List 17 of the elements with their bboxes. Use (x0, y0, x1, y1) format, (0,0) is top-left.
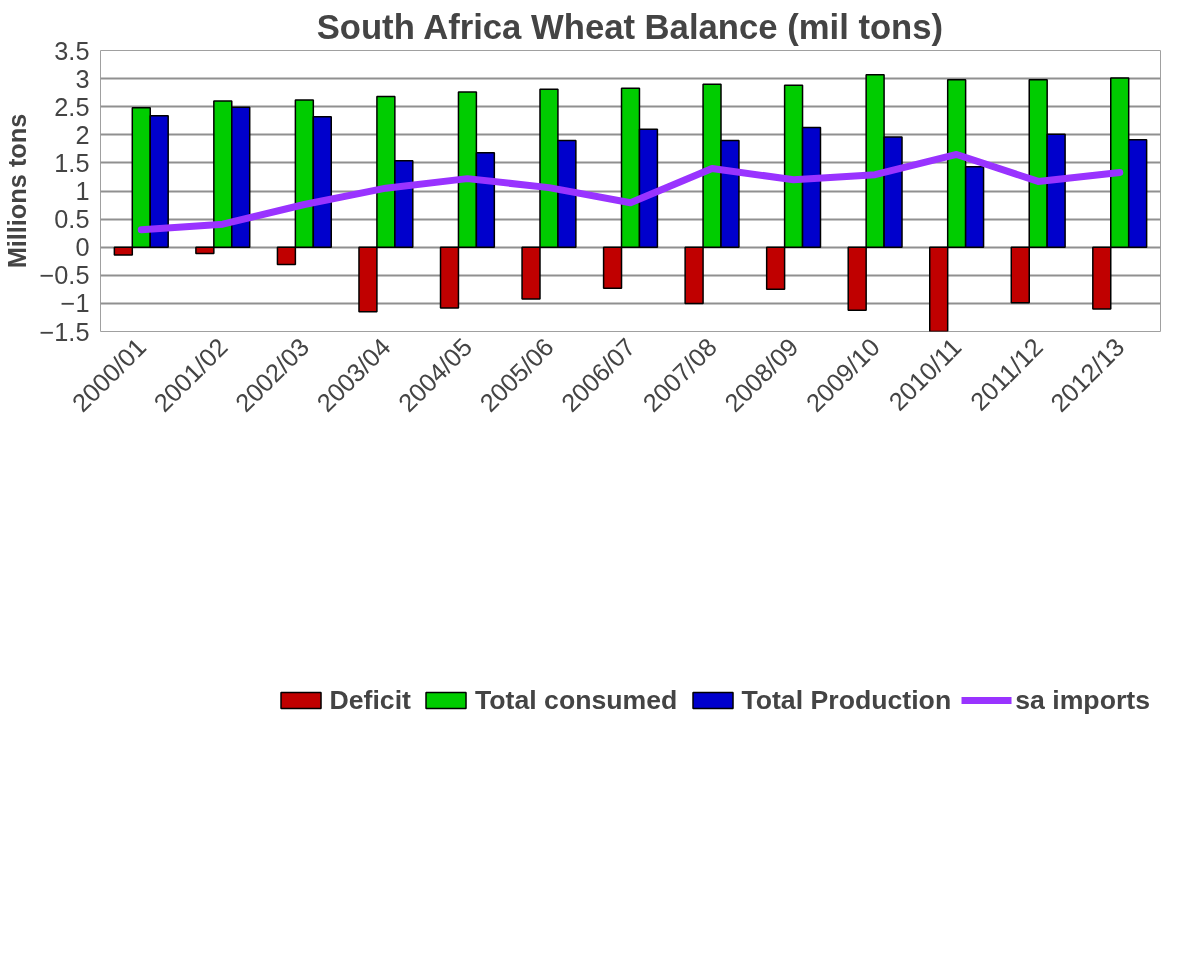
y-tick-label: −1.5 (39, 317, 90, 346)
legend-label: Total Production (741, 684, 952, 716)
legend-label: Deficit (329, 684, 411, 716)
y-tick-label: 2.5 (54, 92, 90, 121)
legend-label: sa imports (1015, 684, 1150, 716)
chart-title: South Africa Wheat Balance (mil tons) (316, 7, 944, 46)
y-tick-label: 0 (75, 233, 90, 262)
y-tick-label: −0.5 (39, 261, 90, 290)
y-axis-title: Millions tons (3, 113, 32, 269)
y-tick-label: −1 (60, 289, 90, 318)
y-tick-label: 3 (75, 64, 90, 93)
y-tick-label: 2 (75, 120, 90, 149)
y-tick-label: 3.5 (54, 36, 90, 65)
y-tick-label: 1.5 (54, 148, 90, 177)
y-tick-label: 1 (75, 177, 90, 205)
legend-label: Total consumed (474, 684, 678, 716)
y-tick-label: 0.5 (54, 205, 90, 234)
